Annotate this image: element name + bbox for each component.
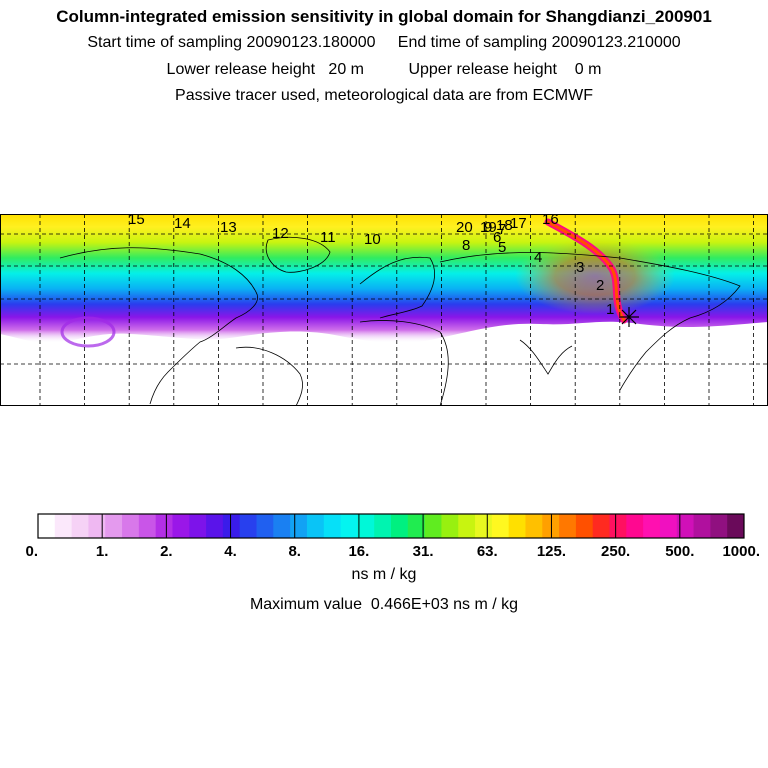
colorbar-swatch (575, 514, 594, 538)
colorbar-swatch (559, 514, 577, 538)
colorbar-swatch (54, 514, 73, 538)
colorbar-swatch (88, 514, 106, 538)
pacific-swirl (60, 316, 116, 348)
day-label: 2 (596, 277, 604, 294)
colorbar-tick-label: 2. (160, 543, 173, 560)
europe-coast (359, 256, 435, 319)
day-label: 16 (542, 214, 559, 228)
colorbar-swatch (239, 514, 258, 538)
day-label: 9 (484, 219, 492, 236)
day-label: 19 (480, 219, 497, 236)
colorbar-swatch (222, 514, 241, 538)
colorbar-tick-label: 63. (477, 543, 498, 560)
colorbar-swatch (306, 514, 325, 538)
tracer-info-line: Passive tracer used, meteorological data… (175, 87, 593, 104)
colorbar-tick-label: 8. (288, 543, 301, 560)
colorbar-tick-label: 500. (665, 543, 694, 560)
day-label: 15 (128, 214, 145, 228)
day-label: 5 (498, 239, 506, 256)
colorbar-swatch (542, 514, 560, 538)
colorbar-swatch (643, 514, 661, 538)
colorbar-swatch (693, 514, 711, 538)
colorbar-tick-label: 125. (537, 543, 566, 560)
colorbar-swatch (727, 514, 745, 538)
day-label: 8 (462, 237, 470, 254)
east-siberia-hotspot (515, 238, 675, 314)
colorbar-swatch (374, 514, 392, 538)
colorbar-swatch (626, 514, 644, 538)
colorbar-swatch (71, 514, 89, 538)
colorbar-tick-labels: 0. 1. 2. 4. 8. 16. 31. 63. 125. 250. 500. 1000. (25, 543, 760, 560)
day-label: 10 (364, 231, 381, 248)
colorbar-swatch (155, 514, 173, 538)
colorbar-swatch (323, 514, 342, 538)
colorbar-tick-label: 1. (96, 543, 109, 560)
colorbar-swatch (256, 514, 274, 538)
colorbar-dividers (101, 514, 681, 538)
maximum-value-text: Maximum value 0.466E+03 ns m / kg (249, 596, 519, 613)
colorbar-swatch (357, 514, 375, 538)
colorbar-swatch (475, 514, 493, 538)
colorbar-tick-label: 4. (224, 543, 237, 560)
colorbar-swatch (340, 514, 358, 538)
colorbar-frame (37, 513, 745, 539)
colorbar-swatch (424, 514, 442, 538)
day-label: 17 (510, 215, 527, 232)
colorbar: 0. 1. 2. 4. 8. 16. 31. 63. 125. 250. 500. 1000. (25, 513, 760, 560)
colorbar-swatch (659, 514, 678, 538)
colorbar-swatch (391, 514, 409, 538)
colorbar-swatch (508, 514, 526, 538)
day-label: 1 (606, 301, 614, 318)
india-coast (519, 339, 573, 375)
sampling-time-line: Start time of sampling 20090123.180000 E… (87, 34, 681, 51)
colorbar-swatch (441, 514, 459, 538)
day-label: 3 (576, 259, 584, 276)
colorbar-swatch (172, 514, 190, 538)
lat-lon-grid (0, 214, 768, 406)
colorbar-swatch (206, 514, 224, 538)
colorbar-swatch (525, 514, 543, 538)
day-label: 4 (534, 249, 542, 266)
day-label: 18 (496, 217, 513, 234)
colorbar-swatch (592, 514, 611, 538)
colorbar-segments (38, 514, 745, 538)
day-label: 11 (320, 229, 336, 246)
colorbar-swatch (138, 514, 157, 538)
release-height-line: Lower release height 20 m Upper release … (166, 61, 602, 78)
colorbar-swatch (38, 514, 56, 538)
colorbar-swatch (273, 514, 291, 538)
africa-coast (359, 320, 449, 406)
day-label: 20 (456, 219, 473, 236)
colorbar-swatch (491, 514, 510, 538)
day-label: 13 (220, 219, 237, 236)
colorbar-tick-label: 31. (413, 543, 434, 560)
day-label: 7 (498, 221, 506, 238)
day-label: 12 (272, 225, 289, 242)
colorbar-swatch (105, 514, 123, 538)
south-america-coast (235, 346, 303, 406)
greenland-coast (265, 236, 331, 273)
receptor-marker (619, 307, 639, 327)
asia-coast (439, 252, 741, 391)
day-label: 6 (493, 229, 501, 246)
colorbar-swatch (710, 514, 728, 538)
colorbar-swatch (676, 514, 695, 538)
colorbar-tick-label: 16. (348, 543, 369, 560)
colorbar-swatch (407, 514, 426, 538)
colorbar-swatch (189, 514, 207, 538)
colorbar-swatch (122, 514, 140, 538)
colorbar-tick-label: 0. (25, 543, 38, 560)
colorbar-swatch (609, 514, 627, 538)
colorbar-units: ns m / kg (351, 566, 417, 583)
colorbar-tick-label: 250. (601, 543, 630, 560)
colorbar-tick-label: 1000. (722, 543, 760, 560)
colorbar-swatch (458, 514, 476, 538)
day-label: 14 (174, 215, 191, 232)
transport-plume-core (546, 220, 626, 322)
map-title: Column-integrated emission sensitivity i… (56, 7, 712, 26)
colorbar-swatch (290, 514, 308, 538)
